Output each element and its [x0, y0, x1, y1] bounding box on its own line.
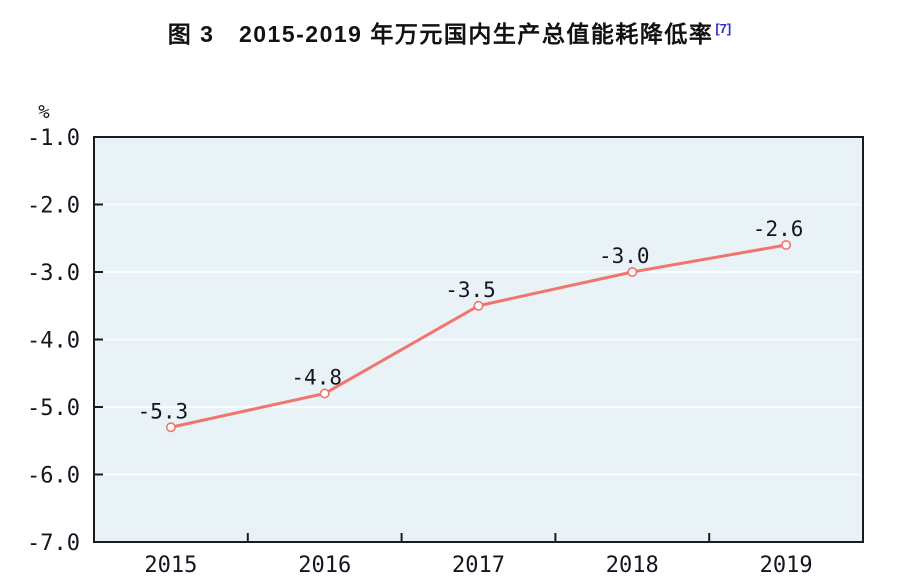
data-point-marker — [165, 422, 176, 433]
y-tick-label: -2.0 — [27, 194, 80, 219]
x-tick-label: 2015 — [144, 553, 197, 578]
data-point-label: -4.8 — [291, 366, 342, 390]
y-tick-label: -1.0 — [27, 126, 80, 151]
chart-title: 图 3 2015-2019 年万元国内生产总值能耗降低率 [7] — [0, 15, 899, 49]
data-point-marker — [781, 240, 792, 251]
data-point-marker — [473, 300, 484, 311]
y-tick-label: -3.0 — [27, 261, 80, 286]
data-point-marker — [319, 388, 330, 399]
y-tick-label: -4.0 — [27, 329, 80, 354]
y-tick-label: -7.0 — [27, 531, 80, 556]
y-tick-label: -6.0 — [27, 464, 80, 489]
plot-border — [93, 136, 864, 543]
y-axis-unit-label: % — [38, 101, 50, 123]
x-tick-label: 2018 — [606, 553, 659, 578]
data-point-label: -3.0 — [599, 244, 650, 268]
y-tick-label: -5.0 — [27, 396, 80, 421]
x-tick-label: 2017 — [452, 553, 505, 578]
data-point-label: -3.5 — [445, 278, 496, 302]
data-point-marker — [627, 266, 638, 277]
footnote-ref: [7] — [715, 21, 732, 37]
x-tick-label: 2016 — [298, 553, 351, 578]
chart-title-text: 图 3 2015-2019 年万元国内生产总值能耗降低率 — [167, 21, 714, 47]
data-point-label: -5.3 — [138, 399, 189, 423]
data-point-label: -2.6 — [753, 217, 804, 241]
x-tick-label: 2019 — [760, 553, 813, 578]
